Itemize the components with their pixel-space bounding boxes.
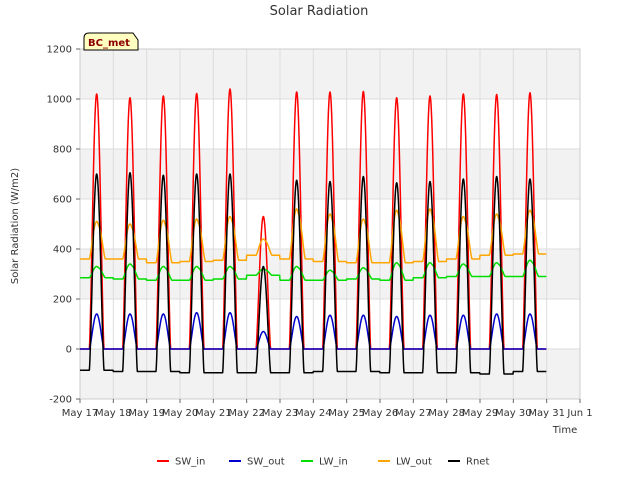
background-band <box>80 349 580 399</box>
x-tick-label: May 27 <box>395 408 432 419</box>
background-band <box>80 149 580 199</box>
badge-shape <box>83 32 139 51</box>
x-tick-label: May 25 <box>328 408 365 419</box>
x-tick-label: May 26 <box>362 408 399 419</box>
x-tick-label: May 29 <box>462 408 499 419</box>
legend: SW_in SW_out LW_in LW_out Rnet <box>157 457 489 468</box>
chart-title: Solar Radiation <box>270 4 369 19</box>
x-tick-label: Jun 1 <box>566 408 592 419</box>
legend-label: SW_out <box>247 457 285 468</box>
y-tick-label: -200 <box>49 395 72 406</box>
x-tick-label: May 23 <box>262 408 299 419</box>
y-axis-ticks: -200 0 200 400 600 800 1000 1200 <box>47 45 80 406</box>
legend-label: LW_in <box>319 457 348 468</box>
x-tick-label: May 21 <box>195 408 232 419</box>
y-tick-label: 1200 <box>47 45 72 56</box>
x-tick-label: May 22 <box>228 408 265 419</box>
series-line-rnet <box>79 172 547 375</box>
gridlines <box>79 48 581 400</box>
legend-label: SW_in <box>175 457 205 468</box>
x-tick-label: May 18 <box>95 408 132 419</box>
legend-label: LW_out <box>396 457 432 468</box>
x-tick-label: May 31 <box>528 408 565 419</box>
legend-label: Rnet <box>466 457 489 468</box>
y-tick-label: 800 <box>53 145 72 156</box>
x-tick-label: May 19 <box>128 408 165 419</box>
x-tick-label: May 30 <box>495 408 532 419</box>
background-band <box>80 249 580 299</box>
x-tick-label: May 24 <box>295 408 332 419</box>
plot-frame <box>79 48 581 400</box>
y-tick-label: 600 <box>53 195 72 206</box>
series-layer <box>79 88 547 375</box>
x-axis-label: Time <box>552 425 577 436</box>
badge-text: BC_met <box>88 38 130 49</box>
badge: BC_met <box>83 32 139 51</box>
series-line-lw-in <box>79 259 547 281</box>
y-tick-label: 200 <box>53 295 72 306</box>
y-tick-label: 0 <box>66 345 72 356</box>
y-tick-label: 400 <box>53 245 72 256</box>
series-line-lw-out <box>79 208 547 264</box>
y-axis-label: Solar Radiation (W/m2) <box>10 168 21 284</box>
y-tick-label: 1000 <box>47 95 72 106</box>
x-tick-label: May 20 <box>162 408 199 419</box>
background-band <box>80 49 580 99</box>
x-tick-label: May 28 <box>428 408 465 419</box>
background-bands <box>80 49 580 399</box>
x-tick-label: May 17 <box>62 408 99 419</box>
